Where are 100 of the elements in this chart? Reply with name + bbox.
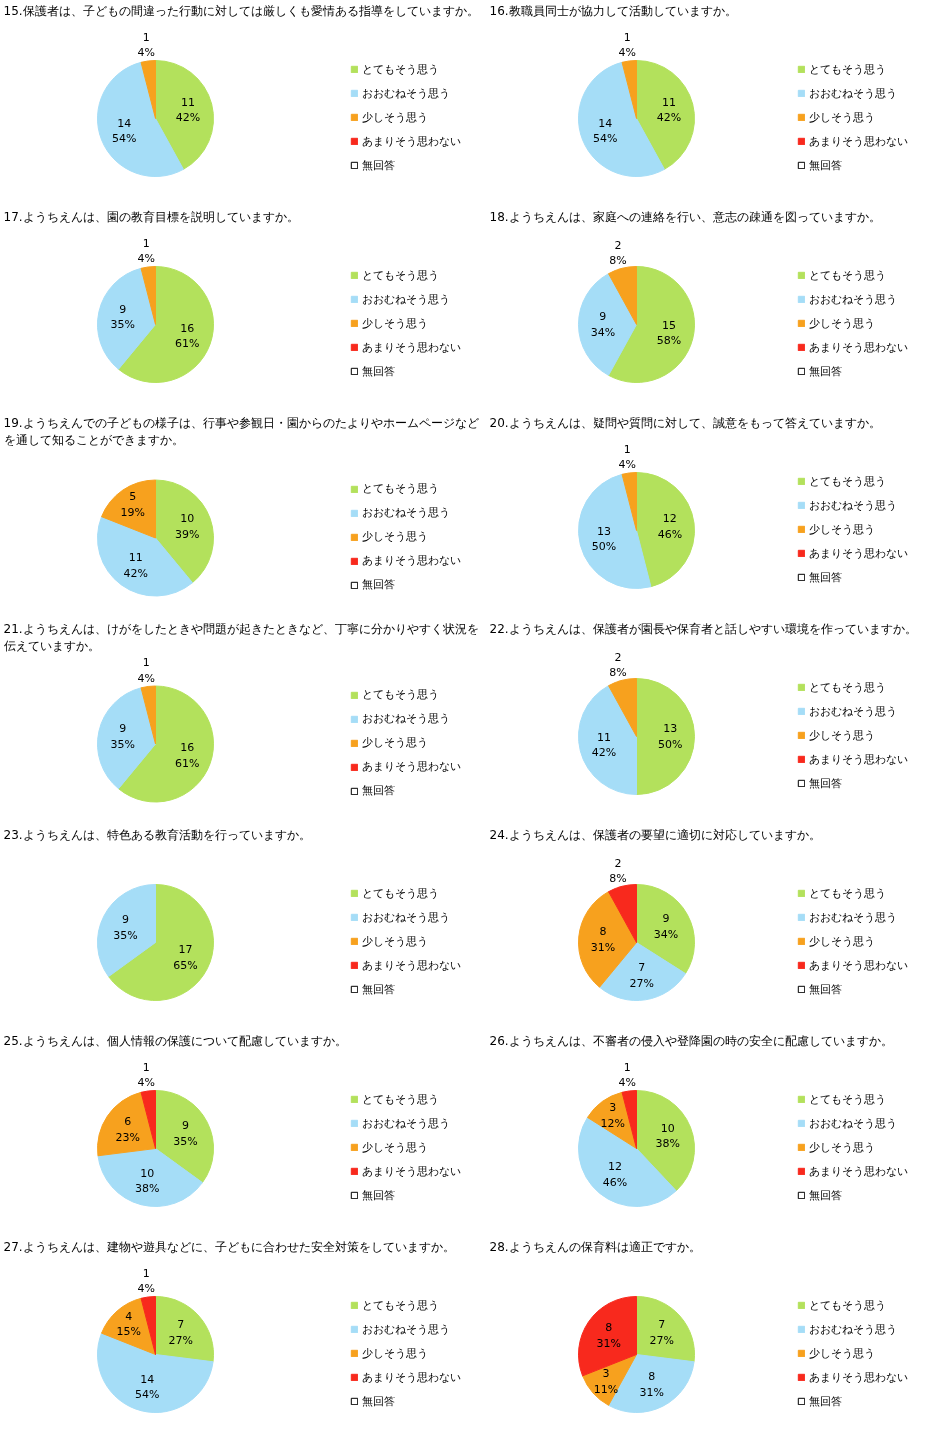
data-label: 14 54% <box>134 1372 160 1402</box>
chart-title: 27.ようちえんは、建物や遊具などに、子どもに合わせた安全対策をしていますか。 <box>3 1239 455 1254</box>
data-label: 9 34% <box>590 310 616 339</box>
legend-label: おおむねそう思う <box>362 1115 450 1131</box>
legend-label: あまりそう思わない <box>362 553 461 568</box>
legend-label: あまりそう思わない <box>362 1163 461 1179</box>
legend-label: おおむねそう思う <box>362 505 450 520</box>
data-label: 7 27% <box>168 1317 193 1347</box>
legend-label: 無回答 <box>362 577 395 592</box>
data-label: 7 27% <box>629 961 654 991</box>
legend-label: とてもそう思う <box>362 1091 439 1107</box>
chart-title: 26.ようちえんは、不審者の侵入や登降園の時の安全に配慮していますか。 <box>489 1033 893 1048</box>
legend-label: とてもそう思う <box>809 267 886 283</box>
data-label: 1 4% <box>618 30 636 60</box>
data-label: 1 4% <box>137 236 155 266</box>
data-label: 5 19% <box>120 490 145 519</box>
data-label: 10 38% <box>655 1121 681 1151</box>
legend-label: 無回答 <box>809 775 842 791</box>
data-label: 12 46% <box>657 511 683 541</box>
legend-label: 少しそう思う <box>809 315 875 331</box>
data-label: 11 42% <box>656 95 682 125</box>
legend-label: あまりそう思わない <box>809 545 908 561</box>
legend-label: あまりそう思わない <box>809 133 908 149</box>
data-label: 3 11% <box>593 1367 619 1396</box>
data-label: 1 4% <box>618 1060 636 1090</box>
legend-label: あまりそう思わない <box>809 751 908 767</box>
data-label: 9 35% <box>110 722 135 751</box>
legend-label: 無回答 <box>809 363 842 379</box>
data-label: 12 46% <box>602 1160 628 1189</box>
legend-label: 少しそう思う <box>362 109 428 125</box>
chart-title: 28.ようちえんの保育料は適正ですか。 <box>489 1239 701 1254</box>
legend-label: 無回答 <box>362 1187 395 1203</box>
legend-label: おおむねそう思う <box>809 291 897 307</box>
legend-label: おおむねそう思う <box>809 85 897 101</box>
legend-label: あまりそう思わない <box>362 957 461 973</box>
legend-label: 少しそう思う <box>809 521 875 537</box>
data-label: 1 4% <box>137 30 155 60</box>
legend-label: あまりそう思わない <box>809 957 908 973</box>
data-label: 17 65% <box>173 943 198 973</box>
legend-label: あまりそう思わない <box>362 1369 461 1385</box>
legend-label: 無回答 <box>362 783 395 798</box>
data-label: 7 27% <box>649 1317 674 1347</box>
legend-label: 少しそう思う <box>362 529 428 544</box>
legend-label: 少しそう思う <box>809 1139 875 1155</box>
data-label: 2 8% <box>609 238 627 268</box>
legend-label: おおむねそう思う <box>362 85 450 101</box>
chart-title: 25.ようちえんは、個人情報の保護について配慮していますか。 <box>3 1033 347 1048</box>
legend-label: あまりそう思わない <box>362 339 461 355</box>
data-label: 10 38% <box>134 1166 160 1196</box>
legend-label: とてもそう思う <box>362 885 439 901</box>
legend-label: あまりそう思わない <box>809 1163 908 1179</box>
legend-label: とてもそう思う <box>362 267 439 283</box>
data-label: 1 4% <box>137 1060 155 1090</box>
legend-label: 無回答 <box>362 1393 395 1409</box>
data-label: 8 31% <box>590 925 616 954</box>
data-label: 11 42% <box>175 95 201 125</box>
legend-label: 無回答 <box>809 569 842 585</box>
legend-label: 少しそう思う <box>362 1139 428 1155</box>
legend-label: おおむねそう思う <box>809 1115 897 1131</box>
legend-label: おおむねそう思う <box>809 1321 897 1337</box>
data-label: 2 8% <box>609 650 627 680</box>
chart-title: 22.ようちえんは、保護者が園長や保育者と話しやすい環境を作っていますか。 <box>489 621 917 636</box>
chart-title: 15.保護者は、子どもの間違った行動に対しては厳しくも愛情ある指導をしていますか。 <box>3 3 479 18</box>
legend-label: とてもそう思う <box>809 1091 886 1107</box>
legend-label: 少しそう思う <box>809 727 875 743</box>
legend-label: 無回答 <box>809 1393 842 1409</box>
data-label: 14 54% <box>593 116 618 146</box>
data-label: 16 61% <box>174 321 200 351</box>
legend-label: おおむねそう思う <box>809 703 897 719</box>
chart-title: 21.ようちえんは、けがをしたときや問題が起きたときなど、丁寧に分かりやすく状況を伝えていますか。 <box>3 621 479 653</box>
legend-label: 少しそう思う <box>362 1345 428 1361</box>
data-label: 2 8% <box>609 856 627 886</box>
legend-label: 無回答 <box>362 363 395 379</box>
data-label: 6 23% <box>115 1115 140 1144</box>
legend-label: とてもそう思う <box>809 1297 886 1313</box>
legend-label: 無回答 <box>809 157 842 173</box>
legend-label: 少しそう思う <box>362 933 428 949</box>
data-label: 1 4% <box>137 656 155 685</box>
chart-title: 18.ようちえんは、家庭への連絡を行い、意志の疎通を図っていますか。 <box>489 209 881 224</box>
legend-label: とてもそう思う <box>362 687 439 702</box>
legend-label: 少しそう思う <box>809 933 875 949</box>
legend-label: とてもそう思う <box>809 473 886 489</box>
data-label: 8 31% <box>596 1321 621 1350</box>
legend-label: とてもそう思う <box>809 679 886 695</box>
data-label: 16 61% <box>174 741 200 770</box>
data-label: 1 4% <box>137 1266 155 1296</box>
legend-label: 無回答 <box>809 1187 842 1203</box>
data-label: 10 39% <box>174 512 200 541</box>
data-label: 1 4% <box>618 442 636 472</box>
data-label: 9 34% <box>653 911 679 941</box>
legend-label: おおむねそう思う <box>809 497 897 513</box>
legend-label: あまりそう思わない <box>362 133 461 149</box>
data-label: 9 35% <box>173 1118 198 1148</box>
data-label: 3 12% <box>600 1101 625 1130</box>
legend-label: あまりそう思わない <box>362 759 461 774</box>
chart-title: 20.ようちえんは、疑問や質問に対して、誠意をもって答えていますか。 <box>489 415 881 430</box>
legend-label: 無回答 <box>809 981 842 997</box>
legend-label: とてもそう思う <box>809 61 886 77</box>
data-label: 11 42% <box>591 730 617 760</box>
data-label: 14 54% <box>112 116 137 146</box>
